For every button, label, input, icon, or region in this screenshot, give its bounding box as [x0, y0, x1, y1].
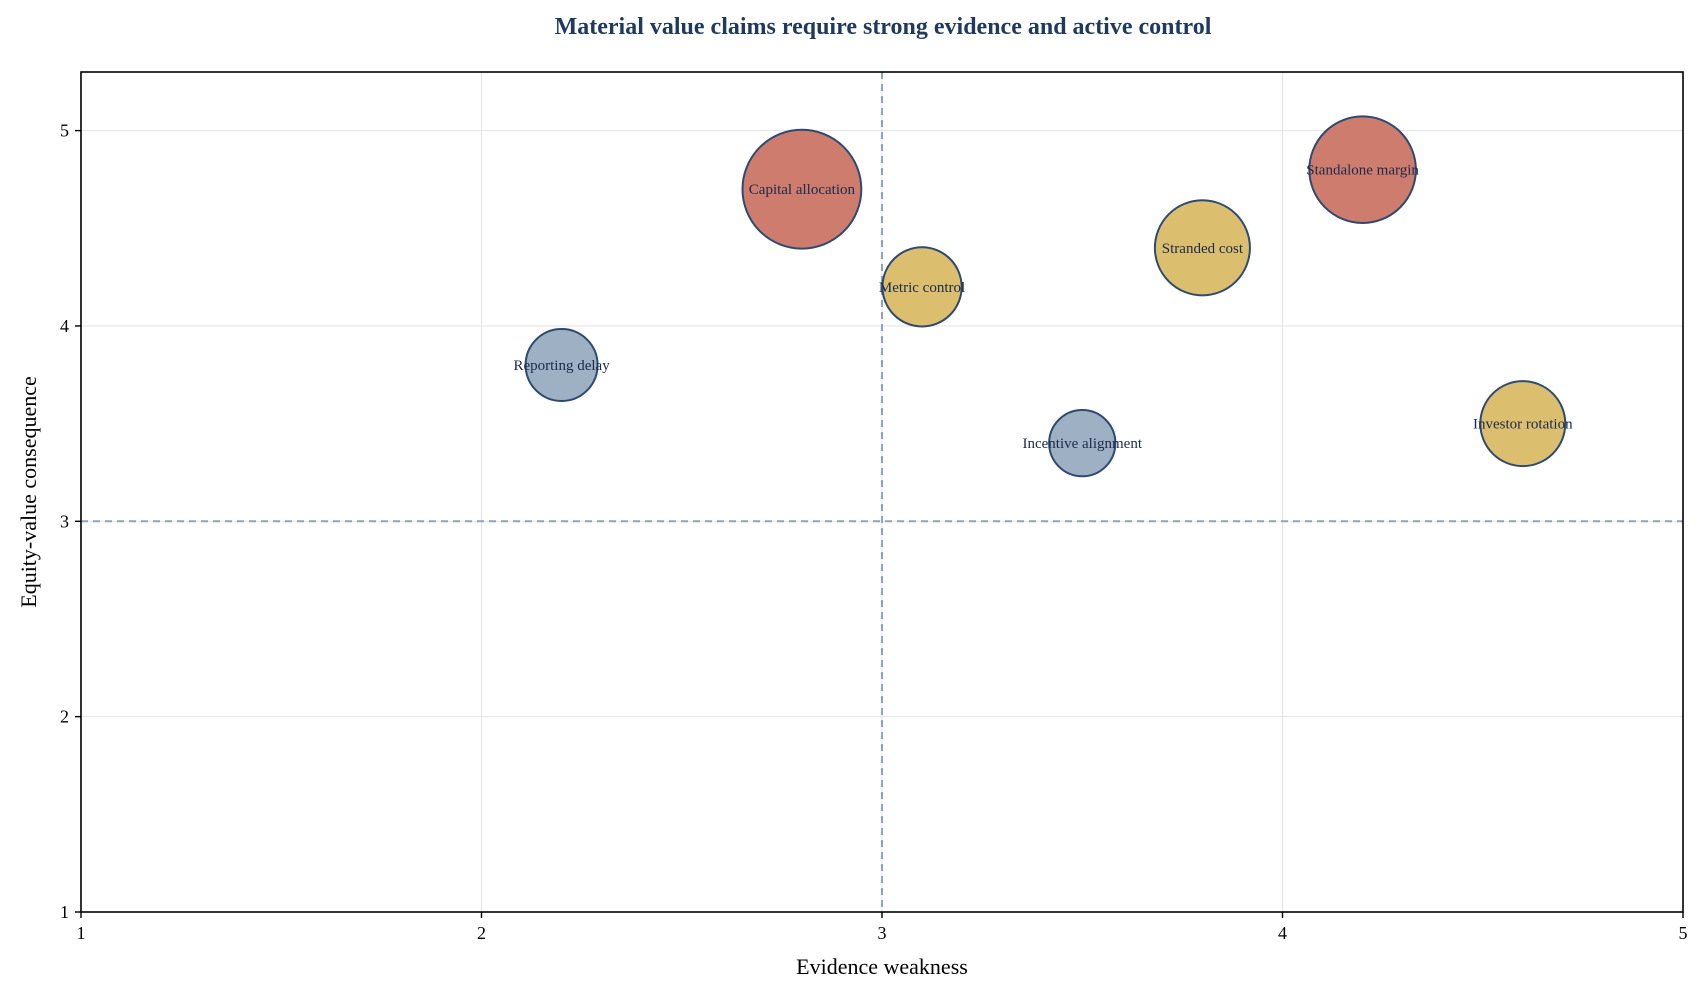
bubble-label: Investor rotation: [1473, 417, 1573, 433]
y-tick-label: 1: [60, 902, 69, 922]
bubble: [741, 128, 863, 250]
x-axis-label: Evidence weakness: [796, 954, 968, 979]
bubble-group: Metric control: [879, 246, 965, 328]
x-tick-label: 3: [878, 923, 887, 943]
bubble-group: Standalone margin: [1306, 115, 1419, 224]
x-tick-label: 1: [77, 923, 86, 943]
y-tick-label: 2: [60, 707, 69, 727]
bubble-label: Reporting delay: [513, 358, 610, 374]
chart-title: Material value claims require strong evi…: [555, 14, 1212, 40]
bubble-label: Standalone margin: [1306, 163, 1419, 179]
y-tick-label: 3: [60, 511, 69, 531]
bubble-group: Investor rotation: [1473, 380, 1573, 468]
bubble-group: Capital allocation: [741, 128, 863, 250]
y-axis-label: Equity-value consequence: [16, 376, 41, 608]
bubble: [1153, 199, 1251, 297]
axis-ticks: 1 2 3 4 5 1 2 3 4 5: [60, 121, 1688, 943]
bubble-label: Metric control: [879, 280, 965, 296]
bubble: [881, 246, 963, 328]
bubble-label: Capital allocation: [749, 182, 856, 198]
x-tick-label: 2: [477, 923, 486, 943]
bubble-label: Incentive alignment: [1022, 436, 1142, 452]
bubble: [1479, 380, 1567, 468]
bubble-group: Reporting delay: [513, 328, 610, 403]
y-tick-label: 4: [60, 316, 69, 336]
y-tick-label: 5: [60, 121, 69, 141]
bubble-group: Incentive alignment: [1022, 409, 1143, 478]
bubble-group: Stranded cost: [1153, 199, 1251, 297]
x-tick-label: 4: [1278, 923, 1287, 943]
bubble-label: Stranded cost: [1162, 241, 1244, 257]
bubble: [524, 328, 599, 403]
x-tick-label: 5: [1679, 923, 1688, 943]
bubble: [1308, 115, 1417, 224]
bubble-layer: Reporting delay Capital allocation Metric …: [513, 115, 1573, 478]
reference-lines: [81, 72, 1683, 912]
bubble: [1048, 409, 1117, 478]
